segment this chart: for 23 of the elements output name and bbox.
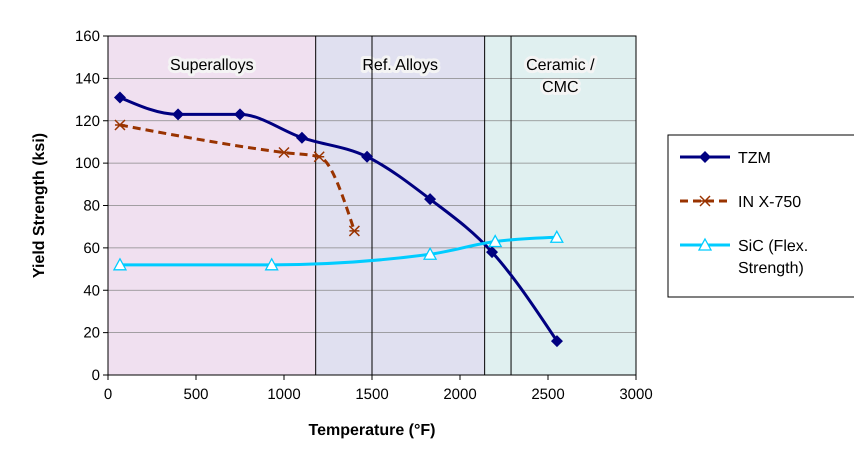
y-tick-label: 0 bbox=[92, 367, 100, 384]
legend-label: IN X-750 bbox=[738, 194, 802, 211]
band-label: Ceramic / CMC bbox=[526, 57, 596, 96]
y-tick-label: 60 bbox=[83, 240, 100, 257]
x-axis-title: Temperature (°F) bbox=[308, 422, 436, 439]
y-tick-label: 160 bbox=[74, 28, 100, 45]
y-tick-label: 20 bbox=[83, 324, 100, 342]
y-tick-label: 40 bbox=[83, 282, 100, 300]
x-tick-label: 2000 bbox=[443, 386, 477, 403]
band-label: Superalloys bbox=[170, 57, 254, 74]
legend-label: SiC (Flex. Strength) bbox=[738, 238, 808, 277]
x-tick-label: 2500 bbox=[531, 386, 565, 403]
legend-label: TZM bbox=[738, 150, 771, 167]
y-tick-label: 120 bbox=[74, 112, 100, 130]
y-tick-label: 80 bbox=[83, 198, 100, 214]
y-tick-label: 100 bbox=[74, 155, 100, 172]
x-tick-label: 0 bbox=[104, 386, 112, 403]
x-tick-label: 1500 bbox=[355, 386, 389, 403]
y-tick-label: 140 bbox=[74, 70, 100, 88]
x-tick-label: 1000 bbox=[267, 386, 301, 403]
y-axis-title: Yield Strength (ksi) bbox=[31, 132, 48, 278]
x-tick-label: 500 bbox=[183, 386, 209, 403]
x-tick-label: 3000 bbox=[619, 386, 653, 403]
